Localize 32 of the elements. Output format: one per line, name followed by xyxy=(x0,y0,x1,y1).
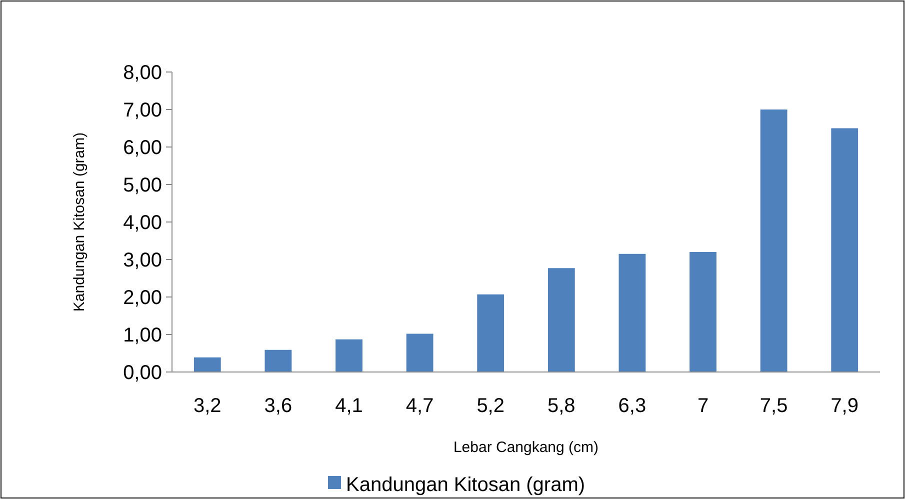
x-tick-label: 4,7 xyxy=(406,395,434,417)
x-tick-label: 4,1 xyxy=(335,395,363,417)
x-tick-label: 7,9 xyxy=(830,395,859,417)
y-axis-title: Kandungan Kitosan (gram) xyxy=(71,132,88,312)
x-tick-label: 3,6 xyxy=(264,395,292,417)
bar xyxy=(831,128,858,372)
bar xyxy=(690,252,716,372)
y-tick-label: 5,00 xyxy=(123,174,162,196)
x-tick-label: 5,8 xyxy=(547,395,576,417)
bar xyxy=(264,350,292,372)
y-tick-label: 3,00 xyxy=(123,250,162,272)
x-axis-title: Lebar Cangkang (cm) xyxy=(453,439,599,456)
x-tick-label: 7 xyxy=(697,395,709,417)
y-tick-label: 4,00 xyxy=(123,212,162,234)
bar xyxy=(194,357,221,372)
y-tick-label: 8,00 xyxy=(123,62,162,84)
x-tick-label: 7,5 xyxy=(760,395,788,417)
bar xyxy=(760,110,788,372)
y-tick-label: 0,00 xyxy=(123,362,162,384)
bar xyxy=(618,254,646,372)
legend-label: Kandungan Kitosan (gram) xyxy=(346,474,586,496)
y-tick-label: 2,00 xyxy=(123,287,162,309)
x-tick-label: 3,2 xyxy=(193,395,222,417)
bar xyxy=(548,268,575,372)
bar xyxy=(406,334,434,372)
x-tick-label: 6,3 xyxy=(618,395,646,417)
y-tick-label: 6,00 xyxy=(123,137,162,159)
bar xyxy=(477,294,504,372)
y-tick-label: 7,00 xyxy=(123,100,162,122)
x-tick-label: 5,2 xyxy=(476,395,505,417)
bar xyxy=(336,339,362,372)
y-tick-label: 1,00 xyxy=(123,324,162,346)
